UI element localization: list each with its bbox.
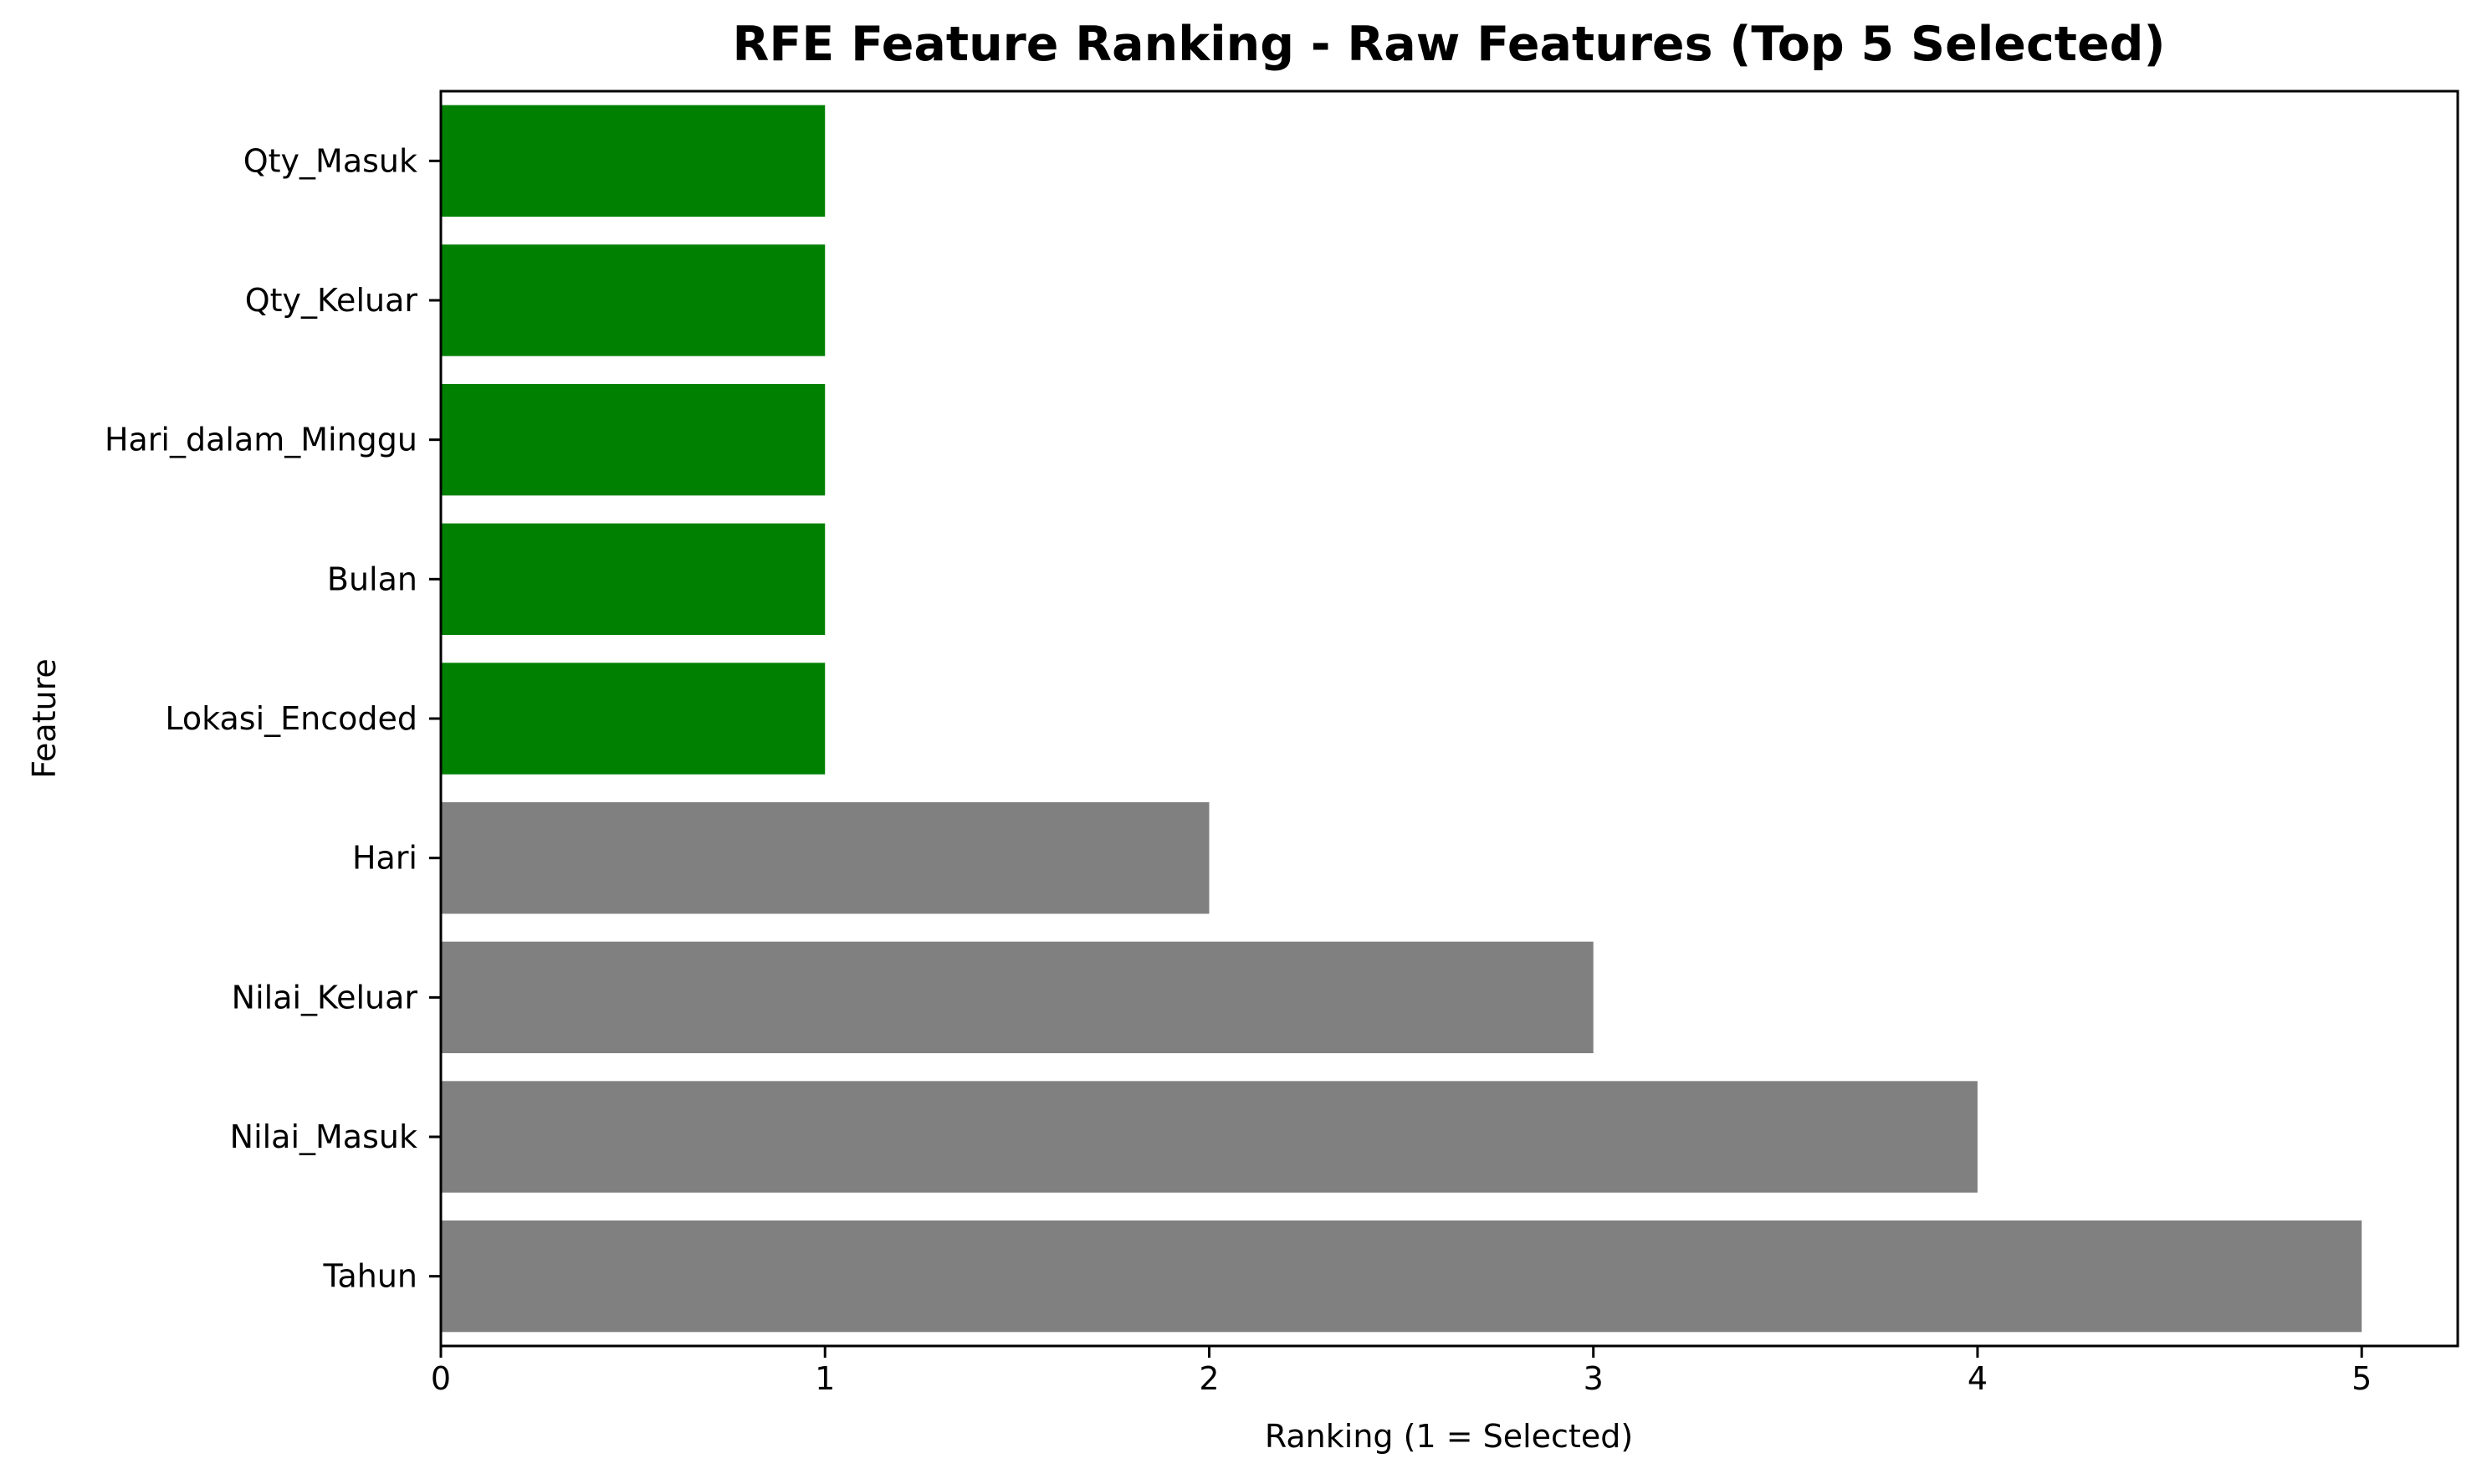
bar-qty-keluar — [441, 244, 826, 356]
bar-hari-dalam-minggu — [441, 384, 826, 496]
y-tick-label: Tahun — [323, 1258, 417, 1295]
x-axis-label: Ranking (1 = Selected) — [1265, 1418, 1633, 1455]
y-tick-label: Lokasi_Encoded — [165, 700, 417, 737]
x-tick-label: 4 — [1968, 1360, 1988, 1397]
y-tick-label: Nilai_Masuk — [230, 1118, 417, 1155]
x-tick-label: 0 — [431, 1360, 451, 1397]
bar-bulan — [441, 523, 826, 635]
chart-title: RFE Feature Ranking - Raw Features (Top … — [732, 17, 2165, 72]
bar-qty-masuk — [441, 105, 826, 217]
x-tick-label: 5 — [2352, 1360, 2372, 1397]
y-tick-label: Nilai_Keluar — [232, 979, 418, 1016]
bar-tahun — [441, 1220, 2362, 1333]
y-tick-label: Bulan — [327, 560, 417, 597]
bars-group — [441, 105, 2362, 1333]
plot-frame — [439, 90, 2459, 1348]
y-tick-label: Qty_Keluar — [245, 282, 418, 319]
bar-lokasi-encoded — [441, 663, 826, 775]
x-axis-ticks: 0 1 2 3 4 5 — [431, 1346, 2372, 1397]
x-tick-label: 1 — [815, 1360, 835, 1397]
y-axis-ticks: Qty_Masuk Qty_Keluar Hari_dalam_Minggu Bula… — [105, 142, 441, 1295]
bar-nilai-masuk — [441, 1081, 1978, 1193]
y-axis-label: Feature — [26, 658, 63, 779]
bar-hari — [441, 802, 1210, 914]
bar-nilai-keluar — [441, 941, 1594, 1053]
y-tick-label: Qty_Masuk — [243, 142, 417, 179]
x-tick-label: 2 — [1199, 1360, 1219, 1397]
y-tick-label: Hari — [352, 840, 417, 877]
x-tick-label: 3 — [1584, 1360, 1604, 1397]
y-tick-label: Hari_dalam_Minggu — [105, 422, 417, 458]
